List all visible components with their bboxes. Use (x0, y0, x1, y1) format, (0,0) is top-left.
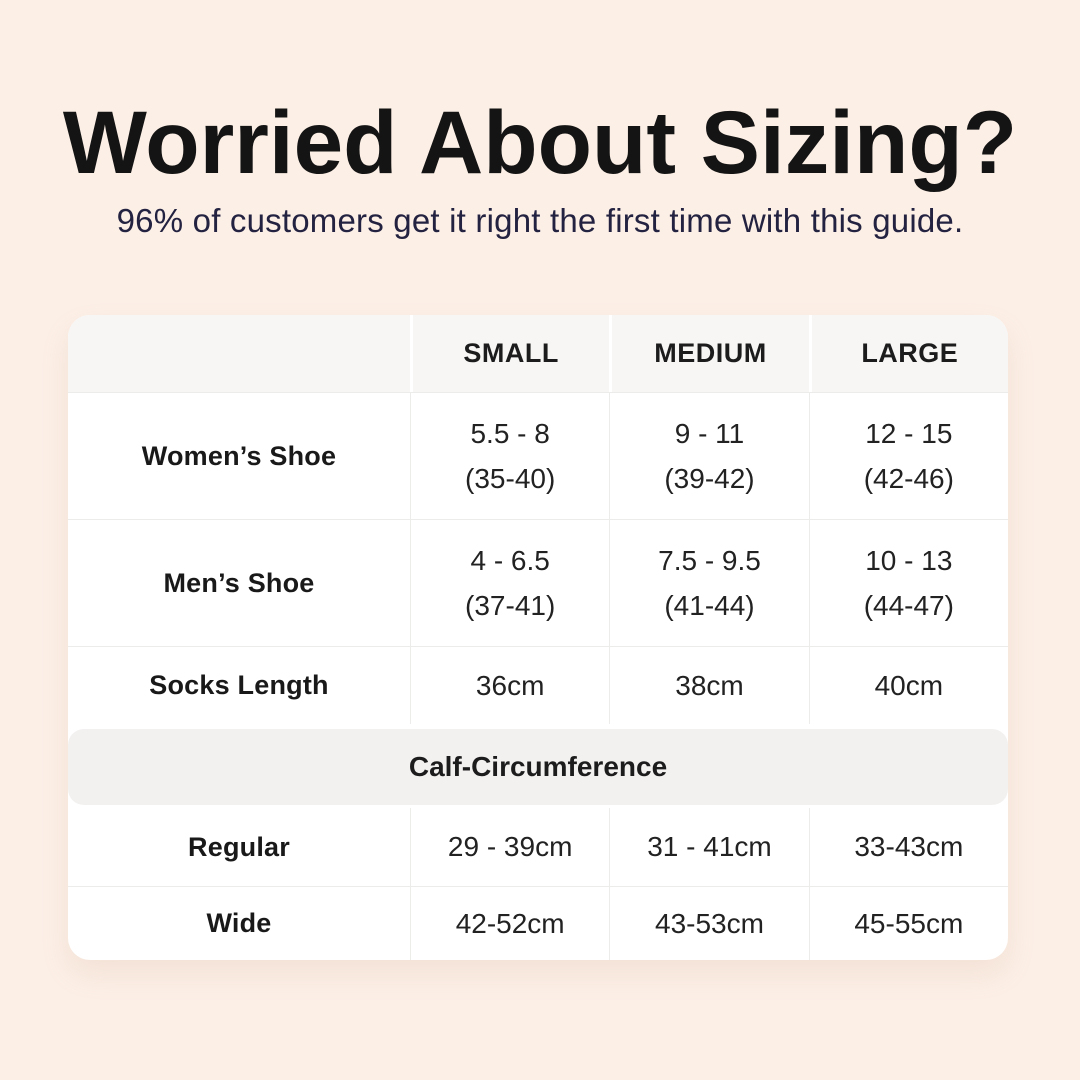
sizing-table-card: SMALL MEDIUM LARGE Women’s Shoe 5.5 - 8(… (68, 315, 1008, 960)
section-band-wrapper: Calf-Circumference (68, 724, 1008, 808)
cell-socks-medium: 38cm (609, 647, 808, 724)
cell-womens-medium: 9 - 11 (39-42) (609, 393, 808, 519)
cell-regular-large: 33-43cm (808, 808, 1008, 886)
cell-wide-medium: 43-53cm (609, 887, 808, 960)
section-title: Calf-Circumference (408, 751, 668, 782)
cell-socks-small: 36cm (410, 647, 609, 724)
column-header-small: SMALL (410, 315, 609, 392)
header-cell-empty (68, 315, 410, 392)
table-row-mens-shoe: Men’s Shoe 4 - 6.5 (37-41) 7.5 - 9.5 (41-4… (68, 519, 1008, 646)
cell-mens-small: 4 - 6.5 (37-41) (410, 520, 609, 646)
row-label-mens-shoe: Men’s Shoe (163, 567, 315, 598)
row-label-regular: Regular (188, 831, 290, 862)
table-row-womens-shoe: Women’s Shoe 5.5 - 8 (35-40) 9 - 11 (39-42… (68, 392, 1008, 519)
cell-wide-large: 45-55cm (808, 887, 1008, 960)
page-title: Worried About Sizing? (62, 92, 1018, 192)
table-header-row: SMALL MEDIUM LARGE (68, 315, 1008, 392)
page-header: Worried About Sizing? 96% of customers g… (0, 94, 1080, 240)
table-row-wide: Wide 42-52cm 43-53cm 45-55cm (68, 886, 1008, 960)
cell-regular-medium: 31 - 41cm (609, 808, 808, 886)
table-row-regular: Regular 29 - 39cm 31 - 41cm 33-43cm (68, 808, 1008, 886)
row-label-wide: Wide (206, 908, 272, 938)
cell-socks-large: 40cm (808, 647, 1008, 724)
row-label-socks-length: Socks Length (149, 670, 329, 700)
cell-womens-large: 12 - 15 (42-46) (808, 393, 1008, 519)
cell-regular-small: 29 - 39cm (410, 808, 609, 886)
cell-mens-medium: 7.5 - 9.5 (41-44) (609, 520, 808, 646)
table-row-socks-length: Socks Length 36cm 38cm 40cm (68, 646, 1008, 724)
page-subtitle: 96% of customers get it right the first … (116, 202, 964, 240)
section-band-calf-circumference: Calf-Circumference (68, 729, 1008, 805)
cell-womens-small: 5.5 - 8 (35-40) (410, 393, 609, 519)
row-label-womens-shoe: Women’s Shoe (141, 440, 337, 471)
cell-mens-large: 10 - 13 (44-47) (808, 520, 1008, 646)
column-header-large: LARGE (808, 315, 1008, 392)
cell-wide-small: 42-52cm (410, 887, 609, 960)
column-header-medium: MEDIUM (609, 315, 808, 392)
